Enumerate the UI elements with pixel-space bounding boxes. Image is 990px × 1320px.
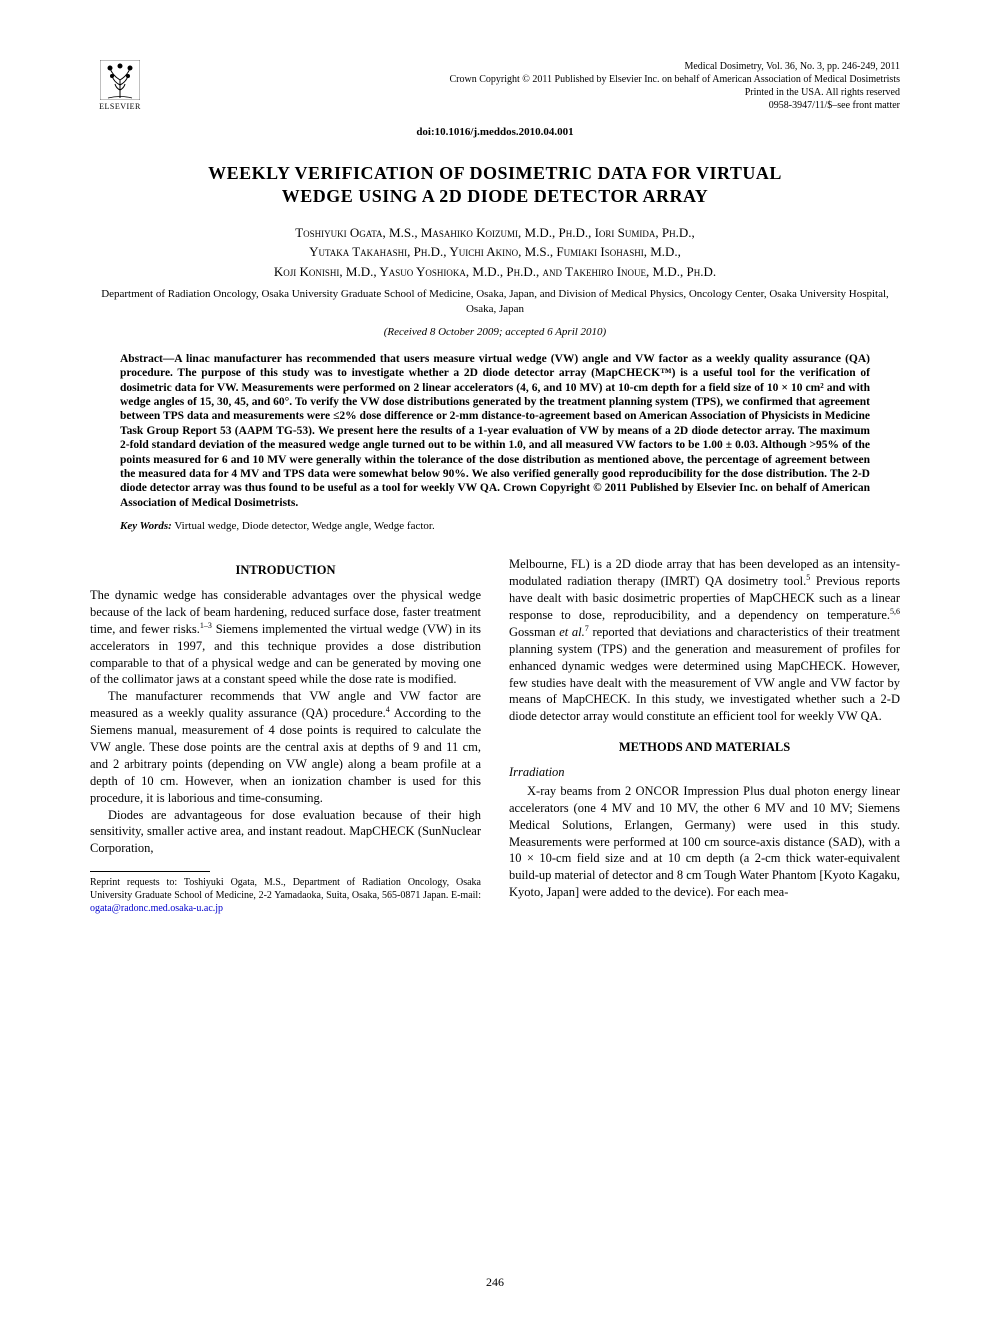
meta-issn: 0958-3947/11/$–see front matter [450,99,901,112]
meta-journal-vol: Medical Dosimetry, Vol. 36, No. 3, pp. 2… [450,60,901,73]
body-columns: INTRODUCTION The dynamic wedge has consi… [90,556,900,915]
footnote-email-link[interactable]: ogata@radonc.med.osaka-u.ac.jp [90,903,223,914]
reprint-footnote: Reprint requests to: Toshiyuki Ogata, M.… [90,876,481,915]
intro-p2b: According to the Siemens manual, measure… [90,706,481,804]
abstract: Abstract—A linac manufacturer has recomm… [120,352,870,510]
publisher-logo: ELSEVIER [90,60,150,120]
right-column: Melbourne, FL) is a 2D diode array that … [509,556,900,915]
article-title: WEEKLY VERIFICATION OF DOSIMETRIC DATA F… [90,162,900,209]
journal-meta: Medical Dosimetry, Vol. 36, No. 3, pp. 2… [450,60,901,112]
header-row: ELSEVIER Medical Dosimetry, Vol. 36, No.… [90,60,900,120]
intro-p3cd: reported that deviations and characteris… [509,625,900,723]
irradiation-subheading: Irradiation [509,764,900,781]
title-line-1: WEEKLY VERIFICATION OF DOSIMETRIC DATA F… [208,163,782,183]
irradiation-para-1: X-ray beams from 2 ONCOR Impression Plus… [509,783,900,901]
authors: Toshiyuki Ogata, M.S., Masahiko Koizumi,… [90,223,900,282]
ref-5-6[interactable]: 5,6 [890,607,900,616]
footnote-text: Reprint requests to: Toshiyuki Ogata, M.… [90,877,481,901]
meta-copyright: Crown Copyright © 2011 Published by Else… [450,73,901,86]
authors-line-2: Yutaka Takahashi, Ph.D., Yuichi Akino, M… [309,244,681,259]
left-column: INTRODUCTION The dynamic wedge has consi… [90,556,481,915]
page-number: 246 [486,1275,504,1290]
ref-1-3[interactable]: 1–3 [200,621,212,630]
footnote-separator [90,871,210,872]
meta-printed: Printed in the USA. All rights reserved [450,86,901,99]
intro-p3cc: Gossman [509,625,559,639]
intro-para-3-continued: Melbourne, FL) is a 2D diode array that … [509,556,900,725]
keywords-text: Virtual wedge, Diode detector, Wedge ang… [172,520,435,532]
keywords: Key Words: Virtual wedge, Diode detector… [120,520,870,532]
affiliation: Department of Radiation Oncology, Osaka … [90,287,900,316]
authors-line-1: Toshiyuki Ogata, M.S., Masahiko Koizumi,… [295,225,695,240]
intro-para-2: The manufacturer recommends that VW angl… [90,688,481,806]
intro-etal: et al. [559,625,585,639]
intro-para-1: The dynamic wedge has considerable advan… [90,587,481,688]
methods-heading: METHODS AND MATERIALS [509,739,900,756]
title-line-2: WEDGE USING A 2D DIODE DETECTOR ARRAY [282,186,709,206]
publisher-logo-label: ELSEVIER [99,102,141,111]
authors-line-3: Koji Konishi, M.D., Yasuo Yoshioka, M.D.… [274,264,716,279]
doi: doi:10.1016/j.meddos.2010.04.001 [90,126,900,138]
received-accepted-dates: (Received 8 October 2009; accepted 6 Apr… [90,326,900,338]
introduction-heading: INTRODUCTION [90,562,481,579]
intro-para-3: Diodes are advantageous for dose evaluat… [90,807,481,858]
keywords-label: Key Words: [120,520,172,532]
elsevier-tree-icon [100,60,140,100]
